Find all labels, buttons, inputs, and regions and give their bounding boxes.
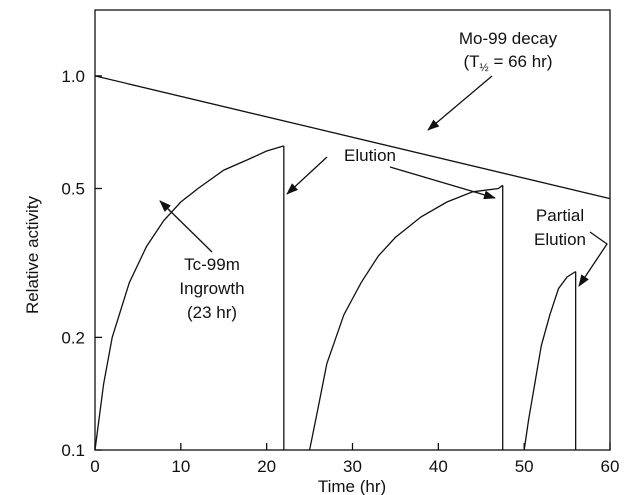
elution-label: Elution (344, 146, 396, 165)
mo99-arrow (427, 75, 493, 131)
series-tc_growth_2 (308, 184, 504, 451)
partial-label: Partial (536, 206, 584, 225)
elution-layer (283, 145, 577, 450)
y-axis-ticks: 0.1 0.2 0.5 1.0 (61, 67, 102, 460)
y-axis-title: Relative activity (23, 195, 42, 314)
y-tick-label: 0.5 (61, 180, 85, 199)
tc99m-half-life-label: (23 hr) (187, 303, 237, 322)
series-mo99 (94, 75, 611, 200)
elution-arrow-left (286, 156, 328, 195)
x-tick-label: 60 (601, 457, 620, 476)
x-tick-label: 0 (90, 457, 99, 476)
series-tc_growth_3 (523, 270, 577, 451)
mo99-half-life-label: (T½ = 66 hr) (463, 52, 552, 74)
partial-elution-label: Elution (534, 230, 586, 249)
plot-frame (94, 9, 611, 451)
elution-arrow-right (389, 166, 496, 200)
series-tc_growth_1 (94, 145, 284, 451)
tc99m-arrow (159, 200, 213, 253)
tc99m-label: Tc-99m (184, 255, 240, 274)
mo99-half-life-value: = 66 hr) (489, 52, 553, 71)
y-tick-label: 0.1 (61, 441, 85, 460)
y-tick-label: 0.2 (61, 328, 85, 347)
x-tick-label: 50 (515, 457, 534, 476)
mo99-decay-label: Mo-99 decay (459, 29, 558, 48)
x-tick-label: 30 (343, 457, 362, 476)
mo99-half-life-subscript: ½ (480, 62, 489, 74)
y-tick-label: 1.0 (61, 67, 85, 86)
x-tick-label: 40 (429, 457, 448, 476)
x-axis-ticks: 0 10 20 30 40 50 60 (90, 443, 619, 476)
tc99m-ingrowth-label: Ingrowth (179, 279, 244, 298)
series-layer (94, 75, 611, 451)
x-axis-title: Time (hr) (318, 477, 386, 495)
mo99-half-life-prefix: (T (463, 52, 479, 71)
x-tick-label: 10 (171, 457, 190, 476)
x-tick-label: 20 (257, 457, 276, 476)
partial-elution-arrow (578, 231, 608, 287)
